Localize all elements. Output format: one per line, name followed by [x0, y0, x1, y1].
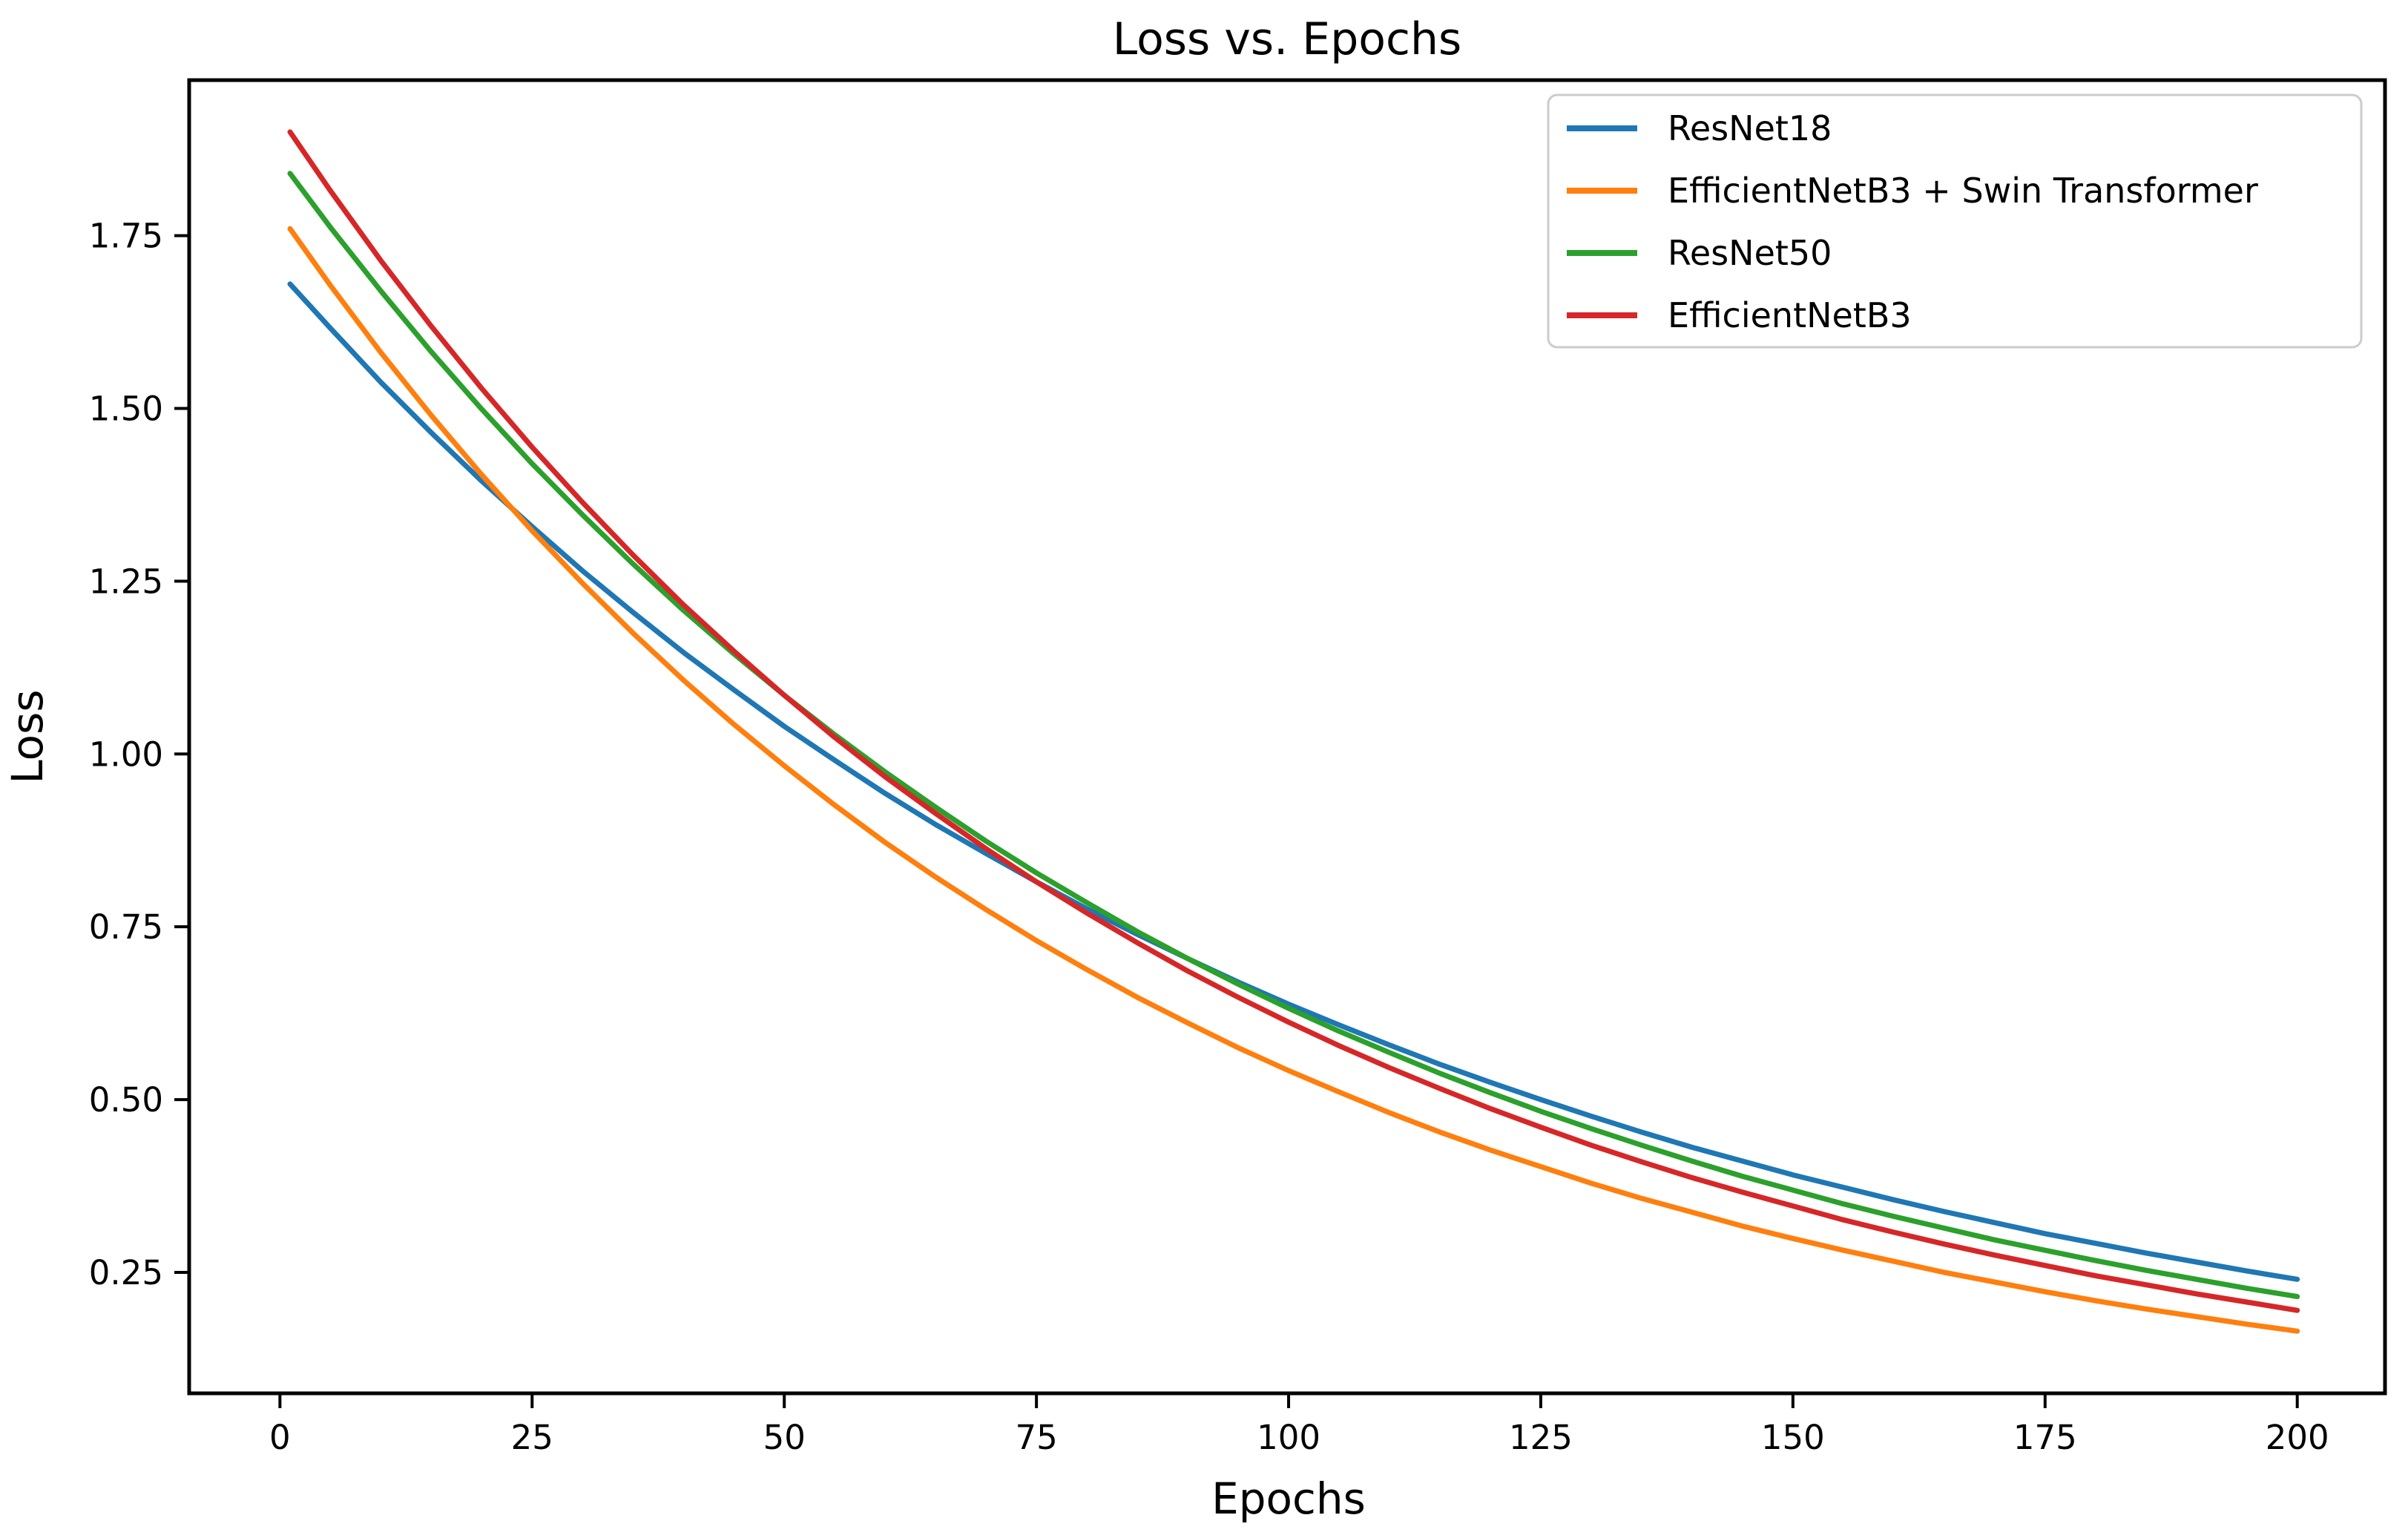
x-tick-label: 100 [1257, 1418, 1320, 1457]
series-line-resnet18 [287, 281, 2300, 1282]
series-line-resnet50 [287, 171, 2300, 1300]
x-tick-label: 125 [1509, 1418, 1573, 1457]
y-tick-label: 1.00 [89, 735, 163, 774]
y-tick-label: 0.25 [89, 1253, 163, 1292]
x-tick-label: 175 [2013, 1418, 2077, 1457]
x-tick-label: 200 [2266, 1418, 2329, 1457]
legend-box [1547, 93, 2363, 349]
series-line-efficientnetb3 [287, 129, 2300, 1313]
y-tick-label: 1.75 [89, 217, 163, 256]
x-tick-label: 150 [1761, 1418, 1825, 1457]
plot-area-border [187, 78, 2387, 1396]
y-tick-label: 1.50 [89, 390, 163, 429]
y-tick-label: 1.25 [89, 562, 163, 601]
x-axis-label: Epochs [1211, 1473, 1366, 1524]
legend-label: EfficientNetB3 + Swin Transformer [1668, 171, 2258, 211]
x-tick-label: 0 [269, 1418, 291, 1457]
y-tick-label: 0.50 [89, 1080, 163, 1120]
chart-title: Loss vs. Epochs [1113, 13, 1462, 65]
series-line-efficientnetb3-swin-transformer [287, 226, 2300, 1334]
axis-ticks: 0 25 50 75 100 125 150 175 200 0.25 0.50 0.75 1.00 1.… [89, 217, 2329, 1457]
y-tick-label: 0.75 [89, 907, 163, 947]
x-tick-label: 25 [511, 1418, 553, 1457]
x-tick-label: 75 [1015, 1418, 1057, 1457]
y-axis-label: Loss [2, 689, 53, 783]
legend-label: EfficientNetB3 [1668, 295, 1912, 335]
legend-label: ResNet18 [1668, 108, 1832, 148]
plot-lines [287, 129, 2300, 1334]
x-tick-label: 50 [763, 1418, 806, 1457]
legend: ResNet18 EfficientNetB3 + Swin Transforme… [1547, 93, 2363, 349]
legend-label: ResNet50 [1668, 233, 1832, 273]
